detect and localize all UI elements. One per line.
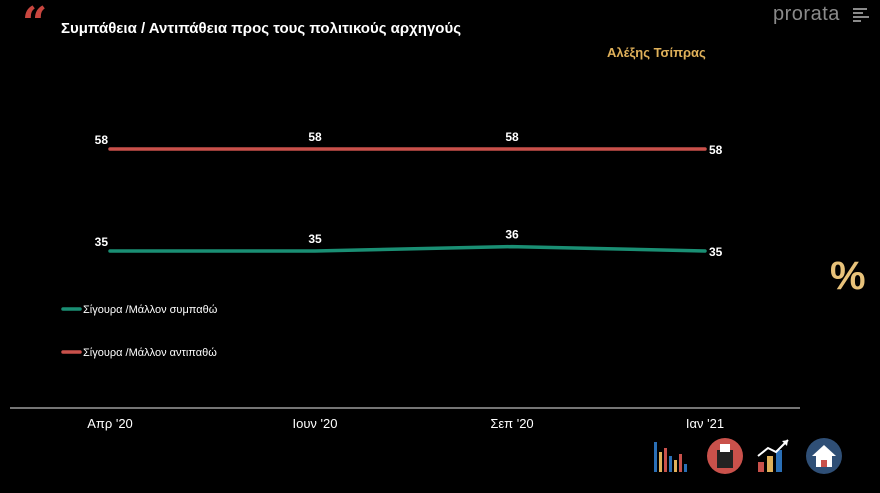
bar-chart-icon: [654, 442, 687, 472]
chart-title: Συμπάθεια / Αντιπάθεια προς τους πολιτικ…: [61, 20, 462, 37]
brand-logo: prorata: [773, 3, 840, 25]
x-tick-label: Ιουν '20: [292, 416, 337, 431]
x-tick-label: Απρ '20: [87, 416, 133, 431]
x-tick-label: Ιαν '21: [686, 416, 724, 431]
legend-label: Σίγουρα /Μάλλον αντιπαθώ: [83, 347, 217, 359]
ballot-box-icon: [707, 438, 743, 474]
growth-chart-icon: [757, 439, 789, 472]
data-label: 35: [709, 245, 723, 259]
legend-label: Σίγουρα /Μάλλον συμπαθώ: [83, 304, 218, 316]
data-label: 35: [95, 235, 109, 249]
data-label: 36: [505, 228, 519, 242]
data-label: 35: [308, 232, 322, 246]
data-label: 58: [505, 130, 519, 144]
house-icon: [806, 438, 842, 474]
data-label: 58: [709, 143, 723, 157]
x-tick-label: Σεπ '20: [490, 416, 533, 431]
brand-bars-icon: [853, 8, 873, 26]
series-line: [108, 244, 707, 253]
data-label: 58: [95, 133, 109, 147]
quote-mark: “: [22, 0, 48, 49]
percent-symbol: %: [830, 254, 866, 298]
data-label: 58: [308, 130, 322, 144]
subject-name: Αλέξης Τσίπρας: [607, 45, 706, 60]
